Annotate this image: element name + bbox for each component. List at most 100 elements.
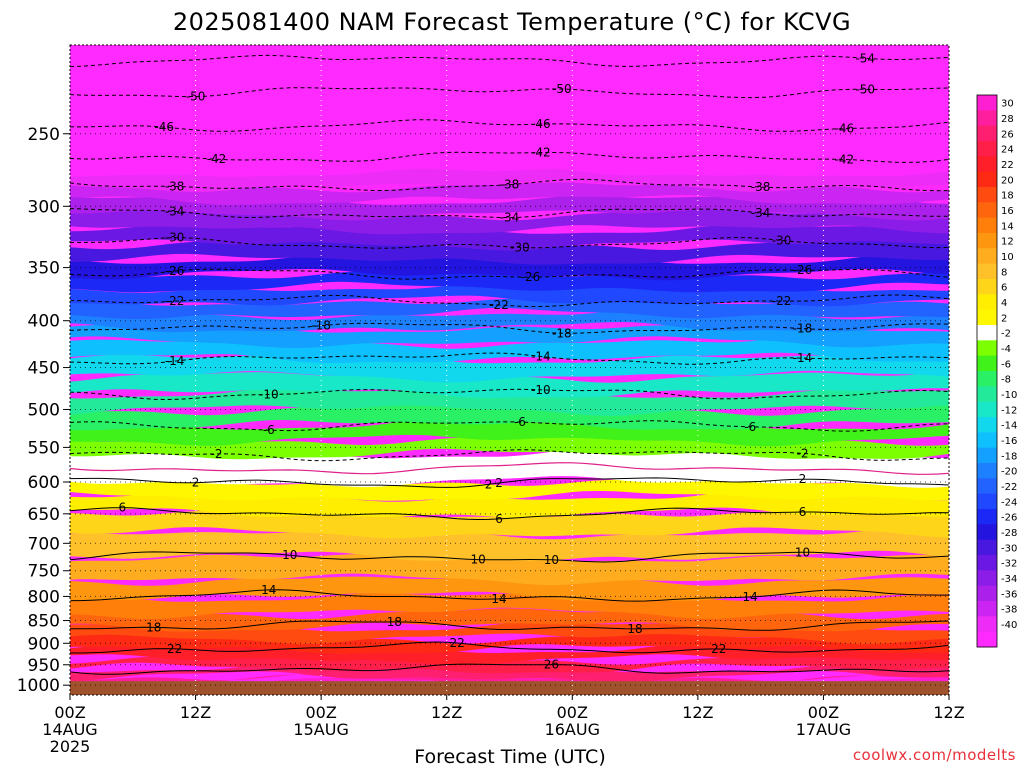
y-axis: 2503003504004505005506006507007508008509… xyxy=(17,125,70,696)
colorbar-swatch xyxy=(977,279,997,295)
x-tick-label: 14AUG xyxy=(42,720,97,739)
colorbar-swatch xyxy=(977,386,997,403)
isotherm-6 xyxy=(70,507,949,521)
colorbar-swatch xyxy=(977,478,997,495)
contour-label: -2 xyxy=(797,446,809,460)
colorbar-swatch xyxy=(977,570,997,587)
contour-label: -18 xyxy=(311,319,331,333)
temperature-band xyxy=(70,353,949,383)
contour-label: -22 xyxy=(489,298,509,312)
colorbar-swatch xyxy=(977,601,997,617)
temperature-band xyxy=(70,388,949,416)
colorbar-label: -4 xyxy=(1001,344,1011,355)
temperature-band xyxy=(70,85,949,129)
colorbar-swatch xyxy=(977,555,997,571)
colorbar-swatch xyxy=(977,309,997,326)
colorbar-swatch xyxy=(977,524,997,541)
y-tick-label: 400 xyxy=(28,312,60,332)
colorbar-label: -22 xyxy=(1001,482,1017,493)
y-tick-label: 850 xyxy=(28,612,60,632)
contour-label: -34 xyxy=(165,204,185,218)
temperature-band xyxy=(70,527,949,561)
contour-label: 18 xyxy=(627,622,642,636)
contour-label: -6 xyxy=(514,415,526,429)
temperature-band xyxy=(70,53,949,96)
x-tick-label: 12Z xyxy=(180,703,211,722)
x-tick-label: 16AUG xyxy=(545,720,600,739)
colorbar-swatch xyxy=(977,325,997,341)
colorbar-swatch xyxy=(977,233,997,249)
colorbar-label: 22 xyxy=(1001,160,1014,171)
contour-label: -46 xyxy=(835,122,855,136)
colorbar-swatch xyxy=(977,202,997,219)
temperature-band xyxy=(70,592,949,619)
freezing-line xyxy=(70,462,949,475)
colorbar-swatch xyxy=(977,432,997,449)
colorbar-label: 8 xyxy=(1001,267,1007,278)
chart-title: 2025081400 NAM Forecast Temperature (°C)… xyxy=(173,8,851,36)
contour-label: 22 xyxy=(711,642,726,656)
temperature-band xyxy=(70,372,949,398)
contour-label: -50 xyxy=(552,82,572,96)
y-tick-label: 250 xyxy=(28,125,60,145)
colorbar-swatch xyxy=(977,631,997,648)
x-tick-label: 12Z xyxy=(682,703,713,722)
isotherm-22 xyxy=(70,641,949,654)
contour-label: 18 xyxy=(387,615,402,629)
colorbar-swatch xyxy=(977,539,997,556)
colorbar-label: -30 xyxy=(1001,543,1017,554)
contour-label: -6 xyxy=(263,423,275,437)
contour-label: 2 xyxy=(799,472,807,486)
colorbar-label: -20 xyxy=(1001,467,1017,478)
y-tick-label: 650 xyxy=(28,505,60,525)
grid-lines xyxy=(70,45,949,695)
colorbar-label: -14 xyxy=(1001,421,1017,432)
contour-label: 22 xyxy=(450,636,465,650)
colorbar-label: 4 xyxy=(1001,298,1007,309)
x-tick-label: 12Z xyxy=(933,703,964,722)
contour-label: 14 xyxy=(261,583,276,597)
contour-label: -26 xyxy=(165,264,185,278)
colorbar-label: -18 xyxy=(1001,451,1017,462)
contour-label: -10 xyxy=(259,388,279,402)
y-tick-label: 500 xyxy=(28,400,60,420)
colorbar-label: -24 xyxy=(1001,497,1017,508)
contour-label: -18 xyxy=(793,322,813,336)
contour-label: -38 xyxy=(751,180,771,194)
temperature-band xyxy=(70,151,949,177)
colorbar-label: 12 xyxy=(1001,237,1014,248)
contour-label: -26 xyxy=(521,270,541,284)
y-tick-label: 350 xyxy=(28,259,60,279)
temperature-band xyxy=(70,45,949,65)
isotherm-18 xyxy=(70,620,949,631)
temperature-band xyxy=(70,281,949,307)
credit-link[interactable]: coolwx.com/modelts xyxy=(853,746,1016,764)
x-axis-title: Forecast Time (UTC) xyxy=(414,746,605,768)
colorbar-label: -2 xyxy=(1001,329,1011,340)
contour-label: 10 xyxy=(544,553,559,567)
x-tick-label: 00Z xyxy=(305,703,336,722)
contour-label: -14 xyxy=(531,349,551,363)
colorbar-swatch xyxy=(977,401,997,418)
colorbar-label: 18 xyxy=(1001,191,1014,202)
x-tick-label: 15AUG xyxy=(293,720,348,739)
contour-label: 10 xyxy=(795,545,810,559)
colorbar-label: -26 xyxy=(1001,513,1017,524)
colorbar-label: -28 xyxy=(1001,528,1017,539)
colorbar-frame xyxy=(976,94,998,648)
colorbar-swatch xyxy=(977,509,997,525)
contour-label: 2 xyxy=(192,476,200,490)
contour-label: 10 xyxy=(470,553,485,567)
colorbar-label: -10 xyxy=(1001,390,1017,401)
contour-label: -30 xyxy=(165,231,185,245)
isotherm-26 xyxy=(70,663,949,675)
isotherm-2 xyxy=(70,477,949,488)
isotherm-contours xyxy=(70,54,949,675)
x-tick-label: 00Z xyxy=(557,703,588,722)
x-tick-label: 00Z xyxy=(808,703,839,722)
contour-label: 10 xyxy=(282,548,297,562)
colorbar-label: 6 xyxy=(1001,283,1007,294)
contour-label: -10 xyxy=(531,383,551,397)
